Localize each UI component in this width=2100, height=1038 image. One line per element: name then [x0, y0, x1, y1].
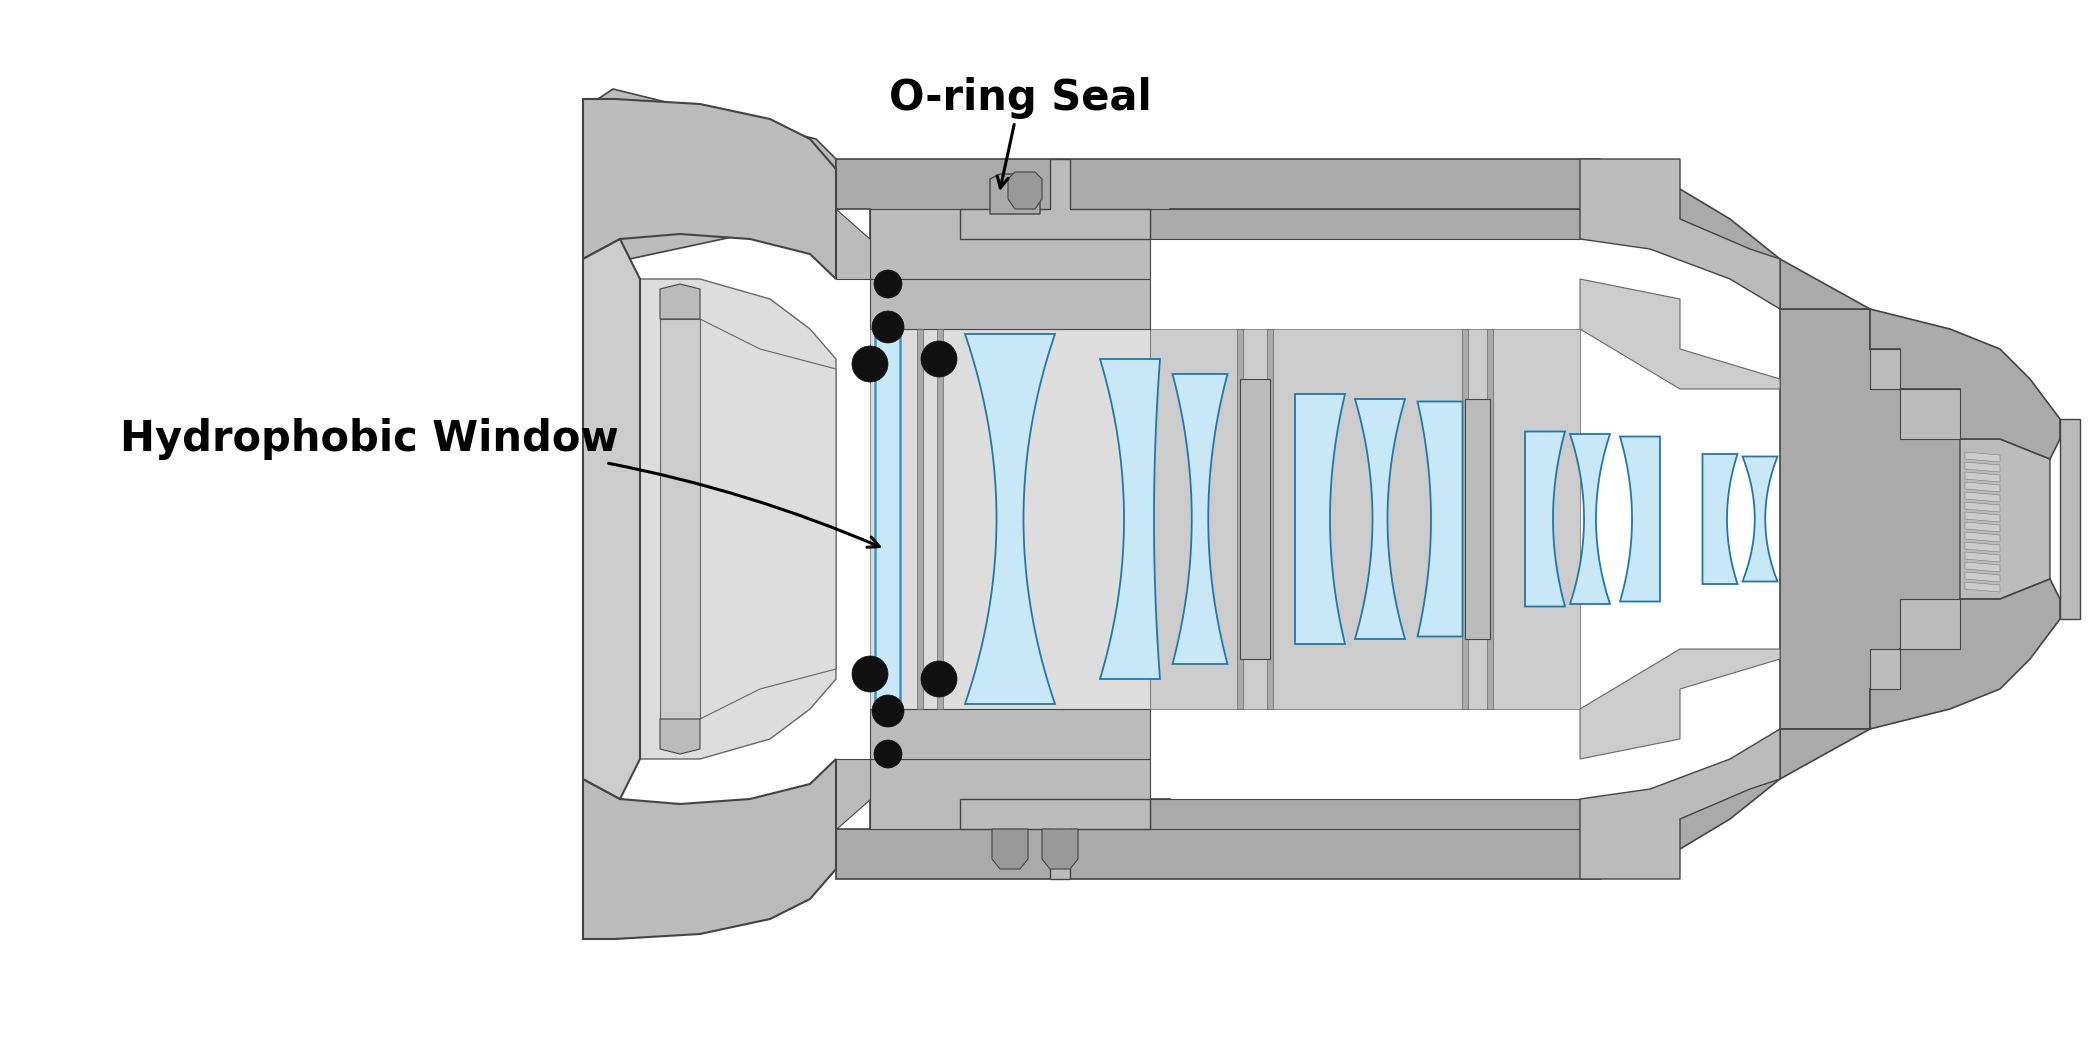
Circle shape [922, 342, 958, 377]
Circle shape [922, 661, 958, 696]
Polygon shape [876, 329, 901, 709]
Circle shape [872, 695, 903, 727]
Polygon shape [1966, 502, 1999, 512]
Polygon shape [1354, 399, 1405, 639]
Polygon shape [989, 174, 1040, 214]
Polygon shape [836, 209, 869, 279]
Polygon shape [869, 329, 1151, 709]
Polygon shape [1237, 329, 1243, 709]
Polygon shape [1781, 579, 2060, 778]
Polygon shape [1525, 432, 1564, 606]
Polygon shape [699, 319, 836, 719]
Polygon shape [1966, 492, 1999, 502]
Polygon shape [659, 284, 699, 319]
Circle shape [874, 270, 903, 298]
Polygon shape [584, 99, 836, 279]
Polygon shape [1966, 452, 1999, 462]
Polygon shape [1781, 260, 2060, 459]
Polygon shape [584, 89, 836, 269]
Polygon shape [1966, 512, 1999, 522]
Text: Hydrophobic Window: Hydrophobic Window [120, 418, 880, 547]
Polygon shape [1703, 454, 1737, 584]
Polygon shape [1008, 172, 1042, 209]
Polygon shape [659, 319, 699, 719]
Polygon shape [1266, 329, 1273, 709]
Polygon shape [1579, 729, 1781, 879]
Circle shape [853, 346, 888, 382]
Polygon shape [1966, 522, 1999, 532]
Polygon shape [1151, 209, 1579, 239]
Polygon shape [1966, 562, 1999, 572]
Polygon shape [869, 759, 1151, 829]
Polygon shape [1966, 542, 1999, 552]
Polygon shape [966, 334, 1054, 704]
Polygon shape [1579, 279, 1781, 389]
Polygon shape [1619, 437, 1659, 601]
Circle shape [853, 656, 888, 692]
Polygon shape [1462, 329, 1468, 709]
Polygon shape [869, 279, 1151, 329]
Polygon shape [869, 209, 1151, 279]
Polygon shape [1743, 457, 1777, 581]
Polygon shape [836, 759, 869, 829]
Polygon shape [1966, 532, 1999, 542]
Polygon shape [584, 759, 836, 939]
Polygon shape [2060, 419, 2079, 619]
Polygon shape [1900, 599, 1959, 649]
Polygon shape [1172, 374, 1228, 664]
Polygon shape [991, 829, 1029, 869]
Polygon shape [1579, 159, 1781, 309]
Polygon shape [1418, 402, 1462, 636]
Circle shape [872, 311, 903, 343]
Polygon shape [1966, 552, 1999, 562]
Polygon shape [836, 729, 1781, 879]
Polygon shape [1571, 434, 1611, 604]
Polygon shape [1151, 329, 1579, 709]
Circle shape [874, 740, 903, 768]
Polygon shape [960, 159, 1151, 239]
Polygon shape [1966, 472, 1999, 482]
Polygon shape [1959, 439, 2050, 599]
Polygon shape [1781, 389, 1959, 649]
Polygon shape [1869, 349, 1900, 389]
Polygon shape [1579, 649, 1781, 759]
Polygon shape [1966, 582, 1999, 592]
Polygon shape [1869, 649, 1900, 689]
Polygon shape [1296, 394, 1344, 644]
Polygon shape [1781, 309, 1999, 729]
Polygon shape [1100, 359, 1159, 679]
Polygon shape [869, 709, 1151, 759]
Text: O-ring Seal: O-ring Seal [888, 77, 1151, 188]
Polygon shape [1966, 482, 1999, 492]
Polygon shape [960, 799, 1151, 879]
Polygon shape [1151, 799, 1579, 829]
Polygon shape [1239, 379, 1270, 659]
Polygon shape [1466, 399, 1491, 639]
Polygon shape [1487, 329, 1493, 709]
Polygon shape [659, 719, 699, 754]
Polygon shape [918, 329, 924, 709]
Polygon shape [1042, 829, 1077, 869]
Polygon shape [1900, 389, 1959, 439]
Polygon shape [1966, 462, 1999, 472]
Polygon shape [1966, 572, 1999, 582]
Polygon shape [584, 239, 640, 799]
Polygon shape [836, 159, 1781, 309]
Polygon shape [937, 329, 943, 709]
Polygon shape [640, 279, 836, 759]
